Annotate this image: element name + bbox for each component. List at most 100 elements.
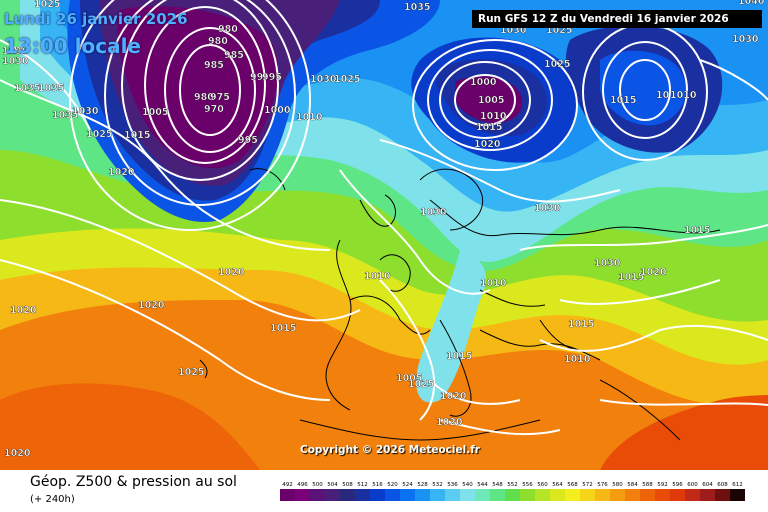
isobar-label: 1030 <box>72 106 99 117</box>
legend-swatch <box>730 489 745 501</box>
coastlines <box>199 168 721 441</box>
legend-tick-label: 552 <box>507 482 518 488</box>
legend-tick-label: 600 <box>687 482 698 488</box>
isobar-label: 1030 <box>420 207 447 218</box>
legend-tick-label: 544 <box>477 482 488 488</box>
isobar-label: 1020 <box>218 267 245 278</box>
legend-tick-label: 548 <box>492 482 503 488</box>
legend-swatch <box>535 489 550 501</box>
isobar-label: 99 <box>250 72 263 83</box>
legend-tick-label: 556 <box>522 482 533 488</box>
map-title: Géop. Z500 & pression au sol <box>30 474 237 490</box>
legend-swatch <box>640 489 655 501</box>
legend-swatch <box>445 489 460 501</box>
legend-tick-label: 608 <box>717 482 728 488</box>
isobar-label: 1030 <box>594 258 621 269</box>
legend-swatch <box>685 489 700 501</box>
legend-tick-label: 532 <box>432 482 443 488</box>
isobar-labels: 1025 1040 1030 1030 1035 1035 1035 1030 … <box>2 0 765 459</box>
legend-swatch <box>625 489 640 501</box>
legend-tick-label: 572 <box>582 482 593 488</box>
isobar-label: 1015 <box>446 351 472 362</box>
legend-swatch <box>400 489 415 501</box>
legend-swatch <box>520 489 535 501</box>
legend-tick-label: 560 <box>537 482 548 488</box>
legend-swatch <box>415 489 430 501</box>
color-scale-legend: 492 496 500 504 508 512 516 520 524 528 532 536 540 5… <box>280 482 745 501</box>
isobar-label: 995 <box>238 135 258 146</box>
z500-east-low-inner <box>600 50 686 126</box>
legend-swatch <box>610 489 625 501</box>
isobar-label: 10 <box>656 90 670 101</box>
isobar-label: 1035 <box>38 83 64 94</box>
isobar-label: 985 <box>204 60 224 71</box>
isobar-label: 1020 <box>10 305 37 316</box>
legend-swatch <box>670 489 685 501</box>
isobar-label: 1015 <box>618 272 644 283</box>
copyright-notice: Copyright © 2026 Meteociel.fr <box>300 444 480 456</box>
z500-north-low-core <box>455 76 523 124</box>
isobar-label: 1015 <box>568 319 594 330</box>
isobar-label: 1000 <box>470 77 497 88</box>
isobar-label: 1025 <box>544 59 570 70</box>
isobar-label: 1030 <box>500 25 527 36</box>
isobar-label: 1020 <box>4 448 31 459</box>
isobar-label: 1035 <box>52 110 78 121</box>
legend-swatch <box>340 489 355 501</box>
z500-trough-band <box>416 250 486 403</box>
isobar-label: 980 <box>218 24 238 35</box>
legend-tick-label: 520 <box>387 482 398 488</box>
isobar-label: 1015 <box>684 225 710 236</box>
isobar-label: 1025 <box>86 129 112 140</box>
isobar-label: 1010 <box>364 271 391 282</box>
isobar-label: 1020 <box>640 267 667 278</box>
legend-tick-label: 524 <box>402 482 413 488</box>
legend-swatch <box>355 489 370 501</box>
legend-tick-label: 528 <box>417 482 428 488</box>
legend-swatch <box>595 489 610 501</box>
legend-tick-label: 596 <box>672 482 683 488</box>
legend-tick-label: 496 <box>297 482 308 488</box>
z500-south-east-hot <box>600 395 768 470</box>
isobar-label: 1040 <box>738 0 765 7</box>
isobar-label: 1025 <box>408 379 434 390</box>
legend-swatch <box>280 489 295 501</box>
legend-swatch <box>370 489 385 501</box>
isobar-label: 1030 <box>534 203 561 214</box>
z500-low-core <box>117 6 279 169</box>
legend-tick-label: 540 <box>462 482 473 488</box>
isobar-label: 1020 <box>436 417 463 428</box>
isobar-label: 985 <box>224 50 244 61</box>
legend-swatch <box>490 489 505 501</box>
legend-swatch <box>505 489 520 501</box>
legend-tick-label: 592 <box>657 482 668 488</box>
forecast-valid-time: 13:00 locale <box>4 34 141 58</box>
legend-tick-label: 588 <box>642 482 653 488</box>
isobar-label: 1030 <box>310 74 337 85</box>
legend-swatch <box>475 489 490 501</box>
isobar-label: 975 <box>210 92 230 103</box>
isobar-label: 1035 <box>14 83 40 94</box>
legend-swatch <box>325 489 340 501</box>
isobar-label: 1005 <box>142 107 168 118</box>
isobar-label: 1030 <box>2 56 29 67</box>
isobar-label: 1035 <box>404 2 430 13</box>
legend-tick-label: 492 <box>282 482 293 488</box>
legend-swatch <box>550 489 565 501</box>
isobar-label: 1025 <box>546 25 572 36</box>
isobar-label: 970 <box>204 104 224 115</box>
legend-swatch <box>580 489 595 501</box>
isobar-label: 1030 <box>2 46 29 57</box>
isobar-label: 1000 <box>264 105 291 116</box>
isobar-label: 1015 <box>124 130 150 141</box>
isobar-label: 1025 <box>334 74 360 85</box>
legend-tick-label: 508 <box>342 482 353 488</box>
forecast-valid-date: Lundi 26 janvier 2026 <box>4 10 188 28</box>
legend-swatch <box>430 489 445 501</box>
forecast-lead-time: (+ 240h) <box>30 494 75 505</box>
z500-south-west-hot <box>0 383 260 470</box>
isobar-label: 1020 <box>108 167 135 178</box>
isobar-label: 980 <box>194 92 214 103</box>
isobar-label: 1030 <box>732 34 759 45</box>
isobars <box>0 0 768 436</box>
